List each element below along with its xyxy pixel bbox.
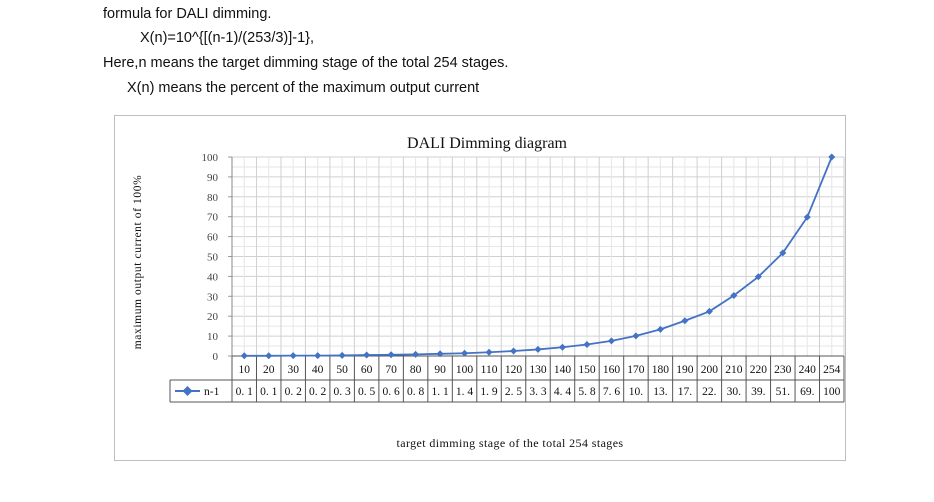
x-category-label: 30 (287, 364, 299, 376)
x-category-label: 180 (652, 364, 670, 376)
table-value-label: 0. 2 (285, 386, 303, 398)
formula-expression: X(n)=10^{[(n-1)/(253/3)]-1}, (140, 30, 315, 46)
x-category-label: 40 (312, 364, 324, 376)
x-category-label: 150 (578, 364, 596, 376)
table-value-label: 7. 6 (603, 386, 621, 398)
x-category-label: 190 (676, 364, 694, 376)
series-point (632, 332, 640, 340)
table-value-label: 0. 8 (407, 386, 425, 398)
y-tick-label: 20 (207, 311, 219, 323)
series-point (730, 292, 738, 300)
y-tick-label: 30 (207, 291, 219, 303)
series-point (803, 213, 811, 221)
table-value-label: 17. (678, 386, 693, 398)
y-tick-label: 0 (213, 351, 219, 363)
formula-n-description: Here,n means the target dimming stage of… (103, 55, 509, 71)
x-category-label: 110 (481, 364, 498, 376)
series-point (510, 347, 518, 355)
x-category-label: 230 (774, 364, 792, 376)
table-value-label: 51. (776, 386, 791, 398)
table-value-label: 2. 5 (505, 386, 523, 398)
y-tick-label: 10 (207, 331, 219, 343)
y-tick-label: 70 (207, 212, 219, 224)
series-point (485, 348, 493, 356)
table-value-label: 0. 1 (236, 386, 254, 398)
table-value-label: 0. 3 (334, 386, 352, 398)
table-value-label: 5. 8 (578, 386, 596, 398)
x-category-label: 160 (603, 364, 621, 376)
series-point (436, 350, 444, 358)
series-point (314, 352, 322, 360)
chart-frame (114, 115, 846, 461)
series-point (363, 351, 371, 359)
formula-heading: formula for DALI dimming. (103, 6, 272, 22)
series-point (338, 351, 346, 359)
x-category-label: 80 (410, 364, 422, 376)
y-tick-label: 100 (202, 152, 219, 164)
table-value-label: 69. (800, 386, 815, 398)
table-value-label: 0. 6 (382, 386, 400, 398)
table-value-label: 0. 1 (260, 386, 278, 398)
y-axis-label: maximum output current of 100% (132, 175, 144, 350)
table-value-label: 100 (823, 386, 841, 398)
legend-marker (182, 386, 193, 396)
series-point (289, 352, 297, 360)
table-value-label: 0. 5 (358, 386, 376, 398)
x-category-label: 90 (434, 364, 446, 376)
x-category-label: 120 (505, 364, 523, 376)
legend-series-name: n-1 (204, 386, 220, 398)
table-value-label: 30. (727, 386, 742, 398)
series-point (681, 317, 689, 325)
table-value-label: 1. 9 (480, 386, 498, 398)
x-category-label: 140 (554, 364, 572, 376)
table-value-label: 1. 4 (456, 386, 474, 398)
x-category-label: 210 (725, 364, 743, 376)
series-point (779, 249, 787, 257)
series-point (265, 352, 273, 360)
table-value-label: 13. (653, 386, 668, 398)
y-tick-label: 50 (207, 252, 219, 264)
x-category-label: 100 (456, 364, 474, 376)
x-category-label: 200 (701, 364, 719, 376)
x-category-label: 130 (529, 364, 547, 376)
y-tick-label: 60 (207, 232, 219, 244)
chart-title: DALI Dimming diagram (407, 135, 568, 152)
series-point (583, 340, 591, 348)
series-point (656, 325, 664, 333)
formula-x-description: X(n) means the percent of the maximum ou… (127, 80, 480, 96)
series-point (387, 351, 395, 359)
series-point (754, 273, 762, 281)
x-category-label: 60 (361, 364, 373, 376)
x-category-label: 220 (750, 364, 768, 376)
series-point (607, 337, 615, 345)
series-point (412, 350, 420, 358)
y-tick-label: 40 (207, 271, 219, 283)
table-value-label: 22. (702, 386, 717, 398)
table-value-label: 3. 3 (529, 386, 547, 398)
series-point (828, 153, 836, 161)
x-category-label: 20 (263, 364, 275, 376)
table-value-label: 4. 4 (554, 386, 572, 398)
series-point (240, 352, 248, 360)
y-tick-label: 80 (207, 192, 219, 204)
series-point (558, 343, 566, 351)
x-category-label: 70 (385, 364, 397, 376)
x-category-label: 50 (336, 364, 348, 376)
x-axis-label: target dimming stage of the total 254 st… (396, 436, 623, 450)
x-category-label: 10 (238, 364, 250, 376)
series-point (461, 349, 469, 357)
table-value-label: 1. 1 (431, 386, 449, 398)
x-category-label: 170 (627, 364, 645, 376)
x-category-label: 240 (799, 364, 817, 376)
y-tick-label: 90 (207, 172, 219, 184)
table-value-label: 10. (629, 386, 644, 398)
table-value-label: 0. 2 (309, 386, 327, 398)
series-point (705, 307, 713, 315)
table-value-label: 39. (751, 386, 766, 398)
x-category-label: 254 (823, 364, 841, 376)
series-point (534, 345, 542, 353)
